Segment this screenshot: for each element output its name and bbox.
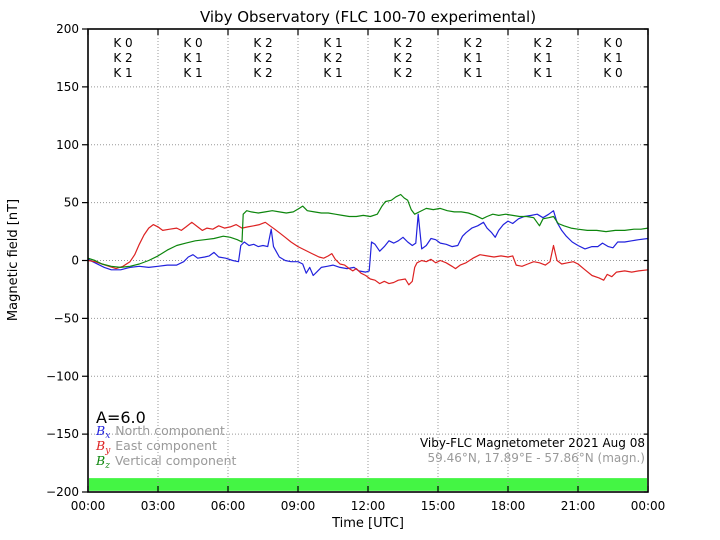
k-index-bx-7: K 0 <box>603 36 622 50</box>
a-index-label: A=6.0 <box>96 408 146 427</box>
k-index-bz-7: K 0 <box>603 66 622 80</box>
k-index-bz-1: K 1 <box>183 66 202 80</box>
chart-title: Viby Observatory (FLC 100-70 experimenta… <box>200 8 536 26</box>
x-tick-label: 03:00 <box>141 499 176 513</box>
y-tick-label: −50 <box>54 311 79 325</box>
y-tick-label: 200 <box>56 22 79 36</box>
y-tick-label: −200 <box>46 485 79 499</box>
k-index-by-2: K 2 <box>253 51 272 65</box>
k-index-by-3: K 2 <box>323 51 342 65</box>
series-line-bz <box>87 193 649 268</box>
y-tick-label: 100 <box>56 138 79 152</box>
k-index-bz-2: K 2 <box>253 66 272 80</box>
k-index-bx-1: K 0 <box>183 36 202 50</box>
x-tick-label: 09:00 <box>281 499 316 513</box>
k-index-bz-5: K 1 <box>463 66 482 80</box>
x-tick-label: 15:00 <box>421 499 456 513</box>
k-index-bx-4: K 2 <box>393 36 412 50</box>
series-line-by <box>87 221 649 286</box>
y-axis-title: Magnetic field [nT] <box>6 199 21 321</box>
k-index-bx-3: K 1 <box>323 36 342 50</box>
x-tick-label: 00:00 <box>631 499 666 513</box>
legend-subscript-by: y <box>104 446 111 456</box>
y-tick-label: 0 <box>71 254 79 268</box>
y-tick-label: −100 <box>46 369 79 383</box>
x-tick-label: 00:00 <box>71 499 106 513</box>
legend-item-bx: Bx North component <box>95 423 225 441</box>
y-tick-label: 150 <box>56 80 79 94</box>
legend-item-by: By East component <box>95 438 217 456</box>
x-tick-label: 06:00 <box>211 499 246 513</box>
legend-symbol-bx: B <box>95 423 105 438</box>
legend-symbol-bz: B <box>95 453 105 468</box>
k-index-by-1: K 1 <box>183 51 202 65</box>
k-index-bx-0: K 0 <box>113 36 132 50</box>
legend-symbol-by: B <box>95 438 105 453</box>
k-index-by-4: K 2 <box>393 51 412 65</box>
k-index-by-6: K 1 <box>533 51 552 65</box>
legend-label-bz: Vertical component <box>115 453 237 468</box>
k-index-bz-3: K 1 <box>323 66 342 80</box>
credit-line-2: 59.46°N, 17.89°E - 57.86°N (magn.) <box>428 451 645 465</box>
k-index-by-7: K 1 <box>603 51 622 65</box>
k-index-by-5: K 1 <box>463 51 482 65</box>
k-index-bx-2: K 2 <box>253 36 272 50</box>
legend-item-bz: Bz Vertical component <box>95 453 237 471</box>
series-line-bx <box>87 210 649 277</box>
k-index-bx-6: K 2 <box>533 36 552 50</box>
y-tick-label: 50 <box>64 196 79 210</box>
k-index-bz-4: K 2 <box>393 66 412 80</box>
k-index-bz-0: K 1 <box>113 66 132 80</box>
k-index-bz-6: K 1 <box>533 66 552 80</box>
legend-subscript-bx: x <box>105 431 110 441</box>
x-tick-label: 21:00 <box>561 499 596 513</box>
legend-label-bx: North component <box>115 423 225 438</box>
k-index-bx-5: K 2 <box>463 36 482 50</box>
x-tick-label: 18:00 <box>491 499 526 513</box>
legend-subscript-bz: z <box>104 461 110 471</box>
x-axis-title: Time [UTC] <box>331 516 404 531</box>
k-index-by-0: K 2 <box>113 51 132 65</box>
credit-line-1: Viby-FLC Magnetometer 2021 Aug 08 <box>420 436 645 450</box>
x-tick-label: 12:00 <box>351 499 386 513</box>
legend-label-by: East component <box>115 438 217 453</box>
y-tick-label: −150 <box>46 427 79 441</box>
